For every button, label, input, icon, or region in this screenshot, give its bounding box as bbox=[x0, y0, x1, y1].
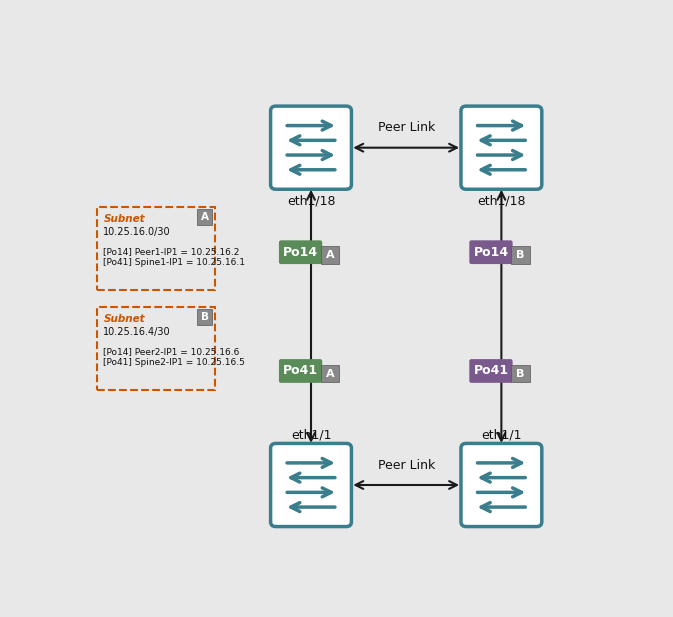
Text: eth1/18: eth1/18 bbox=[477, 195, 526, 208]
Text: B: B bbox=[516, 250, 525, 260]
Text: Po41: Po41 bbox=[473, 365, 509, 378]
FancyBboxPatch shape bbox=[197, 308, 213, 325]
Text: Po14: Po14 bbox=[283, 246, 318, 259]
FancyBboxPatch shape bbox=[320, 247, 339, 263]
FancyBboxPatch shape bbox=[271, 444, 351, 526]
FancyBboxPatch shape bbox=[511, 365, 530, 383]
FancyBboxPatch shape bbox=[461, 444, 542, 526]
FancyBboxPatch shape bbox=[197, 209, 213, 225]
Text: A: A bbox=[326, 250, 334, 260]
FancyBboxPatch shape bbox=[469, 240, 513, 264]
Text: 10.25.16.4/30: 10.25.16.4/30 bbox=[104, 327, 171, 337]
FancyBboxPatch shape bbox=[279, 359, 322, 383]
Text: A: A bbox=[326, 369, 334, 379]
Bar bbox=[97, 207, 215, 290]
FancyBboxPatch shape bbox=[469, 359, 513, 383]
Text: Po41: Po41 bbox=[283, 365, 318, 378]
Text: [Po14] Peer2-IP1 = 10.25.16.6: [Po14] Peer2-IP1 = 10.25.16.6 bbox=[104, 347, 240, 356]
FancyBboxPatch shape bbox=[511, 247, 530, 263]
Text: 10.25.16.0/30: 10.25.16.0/30 bbox=[104, 227, 171, 237]
Text: Subnet: Subnet bbox=[104, 314, 145, 324]
Text: [Po14] Peer1-IP1 = 10.25.16.2: [Po14] Peer1-IP1 = 10.25.16.2 bbox=[104, 247, 240, 257]
FancyBboxPatch shape bbox=[320, 365, 339, 383]
Text: Po14: Po14 bbox=[473, 246, 509, 259]
Text: [Po41] Spine1-IP1 = 10.25.16.1: [Po41] Spine1-IP1 = 10.25.16.1 bbox=[104, 259, 246, 267]
Text: [Po41] Spine2-IP1 = 10.25.16.5: [Po41] Spine2-IP1 = 10.25.16.5 bbox=[104, 358, 245, 367]
Text: Subnet: Subnet bbox=[104, 214, 145, 224]
Text: B: B bbox=[201, 312, 209, 322]
Text: eth1/18: eth1/18 bbox=[287, 195, 335, 208]
Bar bbox=[97, 307, 215, 390]
Text: B: B bbox=[516, 369, 525, 379]
Text: Peer Link: Peer Link bbox=[378, 122, 435, 135]
FancyBboxPatch shape bbox=[271, 106, 351, 189]
FancyBboxPatch shape bbox=[461, 106, 542, 189]
FancyBboxPatch shape bbox=[279, 240, 322, 264]
Text: eth1/1: eth1/1 bbox=[481, 428, 522, 441]
Text: A: A bbox=[201, 212, 209, 222]
Text: Peer Link: Peer Link bbox=[378, 458, 435, 471]
Text: eth1/1: eth1/1 bbox=[291, 428, 331, 441]
